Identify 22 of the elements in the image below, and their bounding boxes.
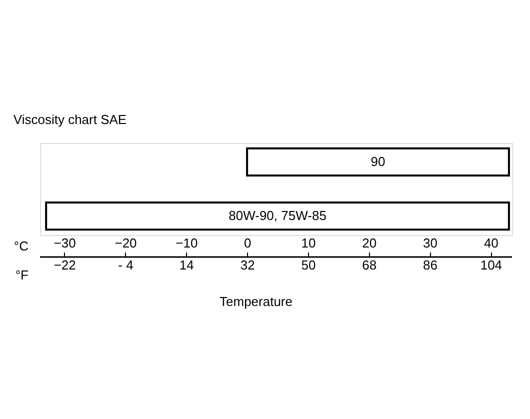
x2-tick-label: 50 — [301, 258, 316, 272]
y-tick-label: 90 — [370, 154, 386, 169]
x-tick-label: −20 — [114, 236, 137, 250]
x-tick-label: 30 — [423, 236, 438, 250]
text: Temperature — [220, 294, 292, 309]
x2-axis-title: °F — [15, 268, 29, 282]
x-tick-label: −30 — [54, 236, 76, 250]
x2-tick-label: 14 — [179, 258, 194, 272]
x-tick-label: 20 — [362, 236, 377, 250]
chart-title: Viscosity chart SAE — [13, 112, 127, 127]
x2-tick-label: 86 — [423, 258, 438, 272]
x2-tick-label: 68 — [362, 258, 377, 272]
x2-tick-label: 32 — [240, 258, 255, 272]
x-tick-label: 40 — [484, 236, 498, 250]
y-tick-label: 80W-90, 75W-85 — [228, 208, 326, 224]
x2-tick-label: - 4 — [118, 258, 134, 272]
x-tick-label: 10 — [301, 236, 316, 250]
x2-tick-label: 104 — [480, 258, 502, 272]
x-tick-label: 0 — [244, 236, 252, 250]
x2-tick-label: −22 — [54, 258, 76, 272]
x-axis-title: °C — [14, 238, 28, 254]
x-tick-label: −10 — [176, 236, 198, 250]
